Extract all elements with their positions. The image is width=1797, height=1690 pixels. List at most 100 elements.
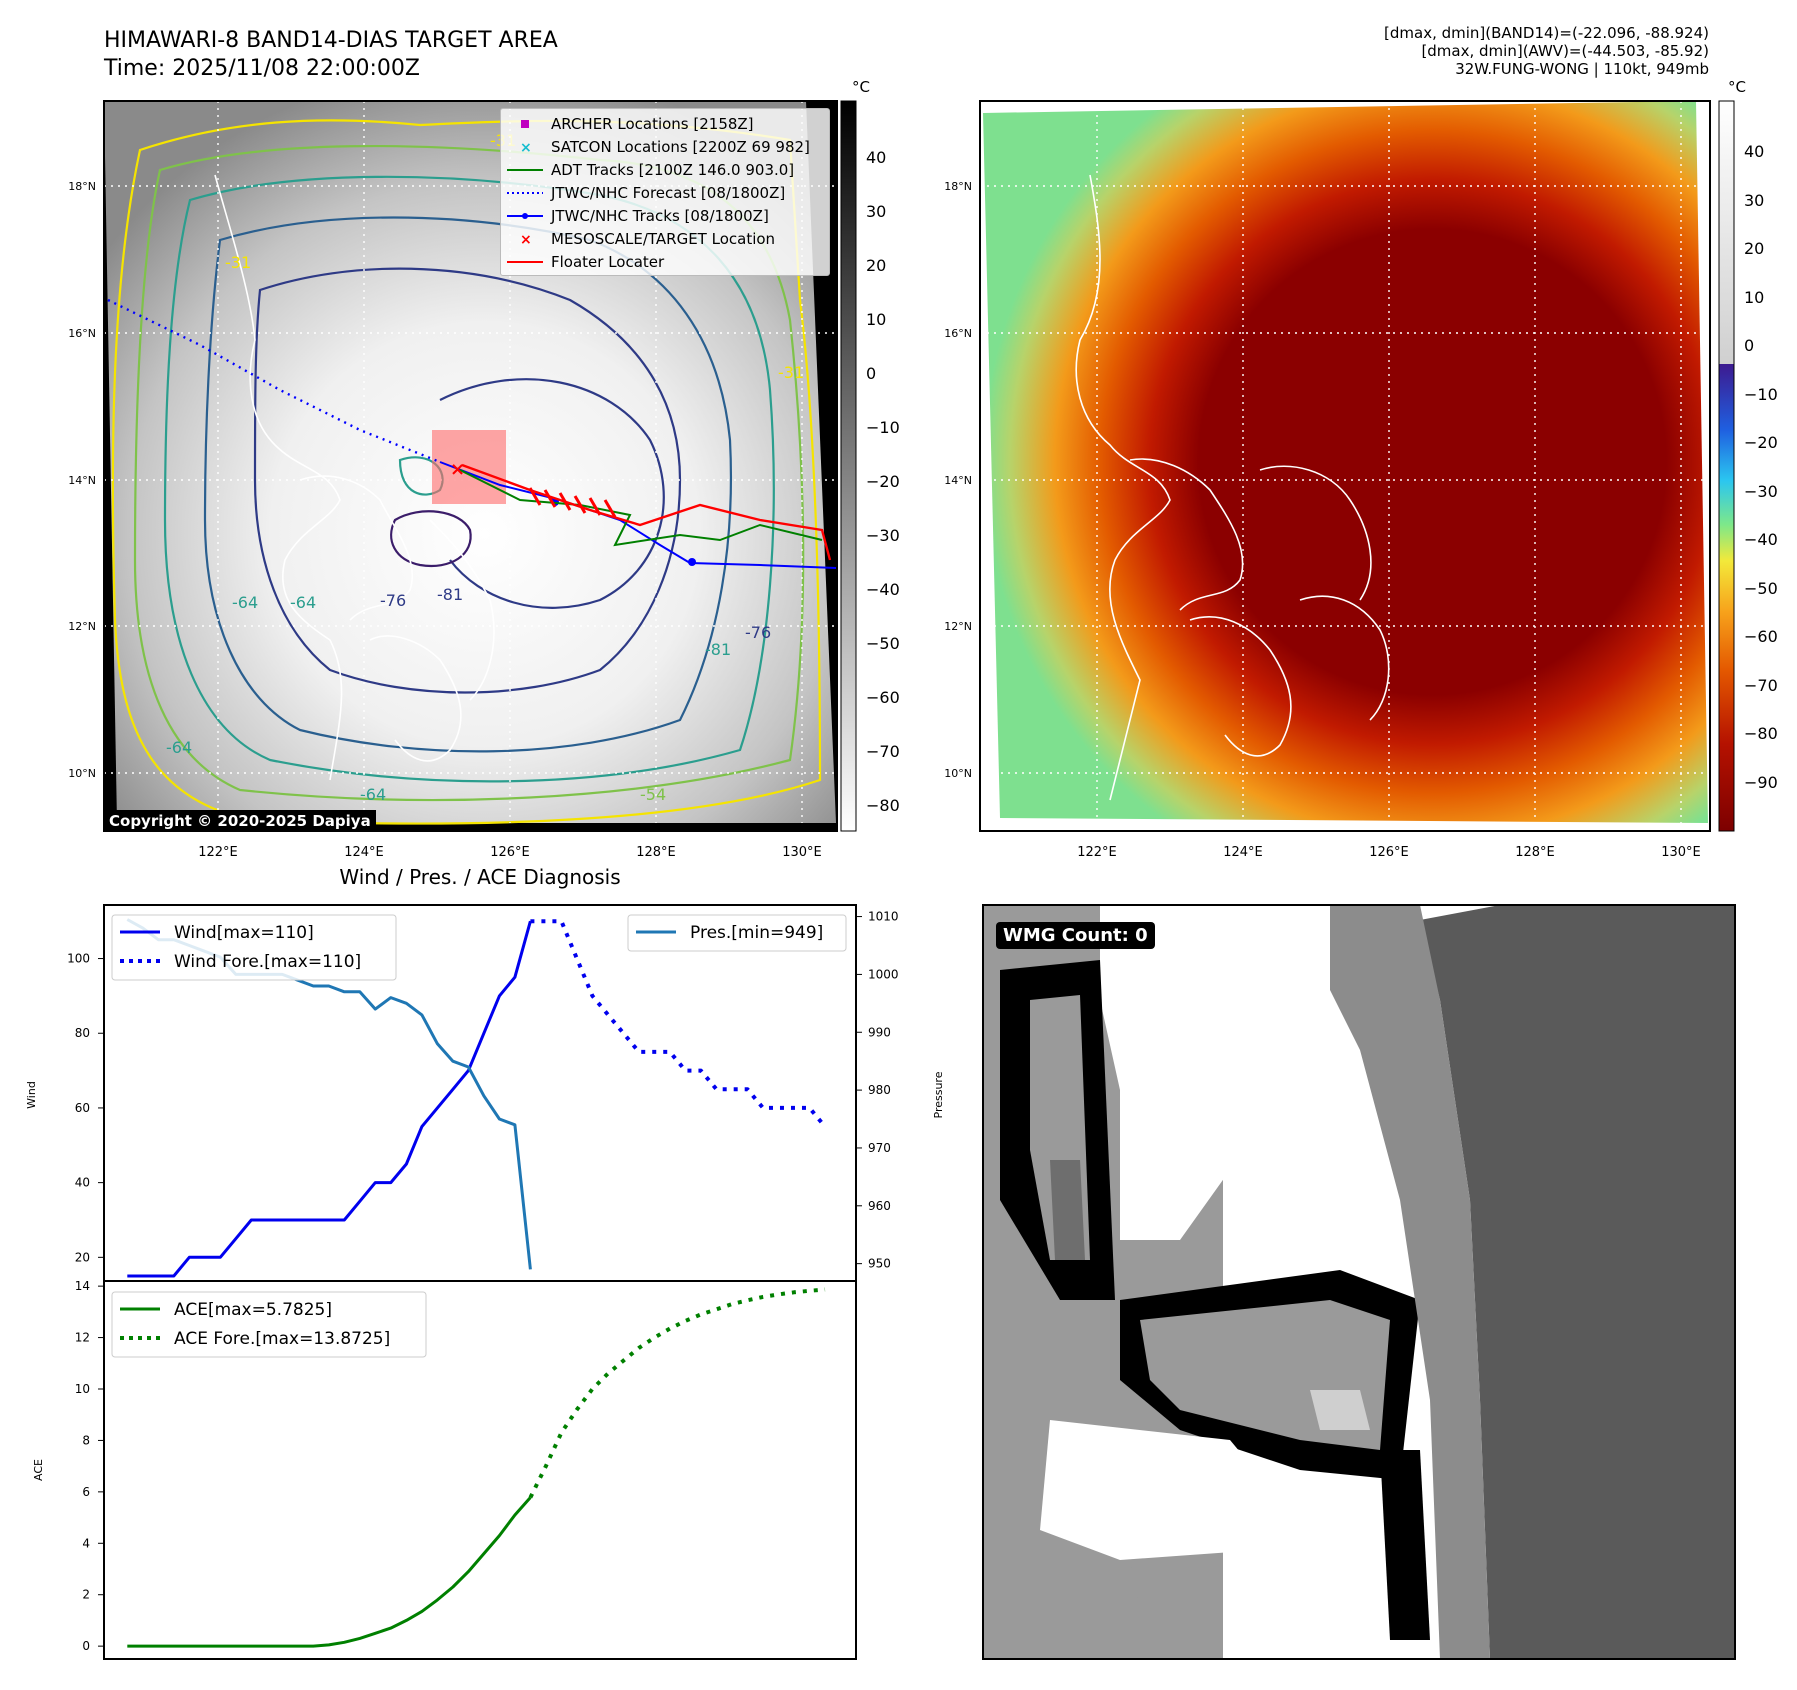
- ace-legend: ACE[max=5.7825] ACE Fore.[max=13.8725]: [111, 1291, 427, 1358]
- colorbar-tick: 40: [1744, 142, 1764, 161]
- pressure-axis-label: Pressure: [932, 1071, 945, 1118]
- contour-label: -64: [166, 738, 192, 757]
- colorbar-tick: −30: [1744, 482, 1778, 501]
- pressure-tick: 970: [868, 1141, 891, 1155]
- wind-legend-label: Wind[max=110]: [174, 923, 314, 943]
- lon-label: 128°E: [1515, 845, 1555, 860]
- contour-label: -31: [225, 253, 251, 272]
- map-legend: ARCHER Locations [2158Z] × SATCON Location…: [500, 108, 830, 276]
- map-legend-label: Floater Locater: [551, 253, 665, 271]
- map1-lon-labels: 122°E 124°E 126°E 128°E 130°E: [198, 845, 822, 860]
- map-legend-swatch: [521, 120, 529, 128]
- pressure-tick-labels: 950 960 970 980 990 1000 1010: [868, 910, 899, 1271]
- pressure-legend: Pres.[min=949]: [627, 914, 847, 952]
- wmg-region: [1040, 1420, 1280, 1560]
- wmg-panel: [982, 904, 1736, 1660]
- ace-axis-label: ACE: [32, 1459, 45, 1481]
- ace-tick: 0: [82, 1639, 90, 1653]
- colorbar-tick: 30: [866, 202, 886, 221]
- map-legend-label: SATCON Locations [2200Z 69 982]: [551, 138, 810, 156]
- page-title: HIMAWARI-8 BAND14-DIAS TARGET AREA: [104, 28, 558, 53]
- map2-imagery: [983, 101, 1708, 823]
- pressure-tick: 1010: [868, 910, 899, 924]
- colorbar-tick: 40: [866, 148, 886, 167]
- map1-frame: [103, 100, 838, 832]
- ace-tick: 14: [75, 1279, 90, 1293]
- wmg-region: [1330, 905, 1490, 1659]
- map-legend-label: JTWC/NHC Forecast [08/1800Z]: [551, 184, 786, 202]
- map-legend-item: Floater Locater: [501, 251, 827, 273]
- map-legend-item: ARCHER Locations [2158Z]: [501, 113, 827, 135]
- map2-coastline: [1075, 174, 1390, 801]
- pressure-tick: 950: [868, 1257, 891, 1271]
- wmg-region: [1420, 905, 1735, 1659]
- map-legend-swatch: ×: [520, 232, 532, 248]
- map-legend-label: ADT Tracks [2100Z 146.0 903.0]: [551, 161, 795, 179]
- jtwc-track: [439, 461, 837, 569]
- map1-lat-labels: 18°N 16°N 14°N 12°N 10°N: [68, 180, 96, 780]
- lat-label: 18°N: [944, 180, 972, 193]
- color-colorbar: °C 40 30 20 10 0 −10 −20 −30 −40 −50 −60…: [1718, 78, 1778, 832]
- map-legend-label: ARCHER Locations [2158Z]: [551, 115, 754, 133]
- colorbar-tick: −80: [866, 796, 900, 815]
- wind-pressure-chart: Wind Pressure 20 40 60 80 100 950 960 97…: [25, 904, 945, 1282]
- lon-label: 126°E: [490, 845, 530, 860]
- colorbar-tick: −40: [866, 580, 900, 599]
- ace-legend-box: [111, 1291, 427, 1358]
- lon-label: 124°E: [1223, 845, 1263, 860]
- colorbar-tick: 20: [866, 256, 886, 275]
- ace-tick: 4: [82, 1536, 90, 1550]
- contour-label: -64: [290, 593, 316, 612]
- ace-fore-legend-label: ACE Fore.[max=13.8725]: [174, 1329, 390, 1349]
- pressure-tick: 980: [868, 1083, 891, 1097]
- wind-tick: 40: [75, 1176, 90, 1190]
- ace-tick: 6: [82, 1485, 90, 1499]
- colorbar-tick: −20: [866, 472, 900, 491]
- colorbar-tick: −50: [866, 634, 900, 653]
- wind-tick: 20: [75, 1250, 90, 1264]
- wind-axis-label: Wind: [25, 1081, 38, 1109]
- contour-label: -64: [360, 785, 386, 804]
- pressure-tick: 990: [868, 1025, 891, 1039]
- colorbar-tick: 20: [1744, 239, 1764, 258]
- gray-colorbar-bar: [840, 100, 857, 832]
- colorbar-tick: 10: [866, 310, 886, 329]
- gray-colorbar-unit: °C: [852, 78, 870, 96]
- lat-label: 14°N: [68, 474, 96, 487]
- map1-coastline: [214, 174, 495, 781]
- colorbar-tick: −60: [1744, 627, 1778, 646]
- time-label: Time: 2025/11/08 22:00:00Z: [104, 56, 420, 81]
- wmg-frame: [982, 904, 1736, 1660]
- colorbar-tick: −70: [1744, 676, 1778, 695]
- map-legend-item: JTWC/NHC Forecast [08/1800Z]: [501, 182, 827, 204]
- ace-tick: 2: [82, 1588, 90, 1602]
- wmg-region: [1000, 1560, 1150, 1659]
- wind-tick: 60: [75, 1101, 90, 1115]
- contour-label: -64: [232, 593, 258, 612]
- colorbar-tick: −70: [866, 742, 900, 761]
- lat-label: 12°N: [68, 620, 96, 633]
- wmg-region: [1310, 1390, 1370, 1430]
- dmax-band14: [dmax, dmin](BAND14)=(-22.096, -88.924): [1384, 24, 1709, 42]
- lat-label: 10°N: [68, 767, 96, 780]
- color-colorbar-bar: [1718, 100, 1735, 832]
- map-legend-swatch: [507, 169, 543, 171]
- copyright-label: Copyright © 2020-2025 Dapiya: [104, 810, 376, 832]
- map2-lat-labels: 18°N 16°N 14°N 12°N 10°N: [944, 180, 972, 780]
- wmg-region: [1100, 905, 1330, 1240]
- jtwc-track-point: [688, 558, 696, 566]
- lon-label: 124°E: [344, 845, 384, 860]
- wind-legend-box: [111, 914, 397, 981]
- pressure-legend-label: Pres.[min=949]: [690, 923, 823, 943]
- colorbar-tick: −50: [1744, 579, 1778, 598]
- floater-hatch: [528, 487, 617, 518]
- colorbar-tick: 30: [1744, 191, 1764, 210]
- ace-series-line-1: [127, 1496, 532, 1648]
- map-legend-item: ADT Tracks [2100Z 146.0 903.0]: [501, 159, 827, 181]
- map-legend-swatch: [507, 261, 543, 263]
- ace-tick: 12: [75, 1331, 90, 1345]
- mesoscale-target-marker: ×: [450, 459, 465, 480]
- gray-colorbar: °C 40 30 20 10 0 −10 −20 −30 −40 −50 −60…: [840, 78, 900, 832]
- contour-label: -76: [745, 623, 771, 642]
- pressure-legend-box: [627, 914, 847, 952]
